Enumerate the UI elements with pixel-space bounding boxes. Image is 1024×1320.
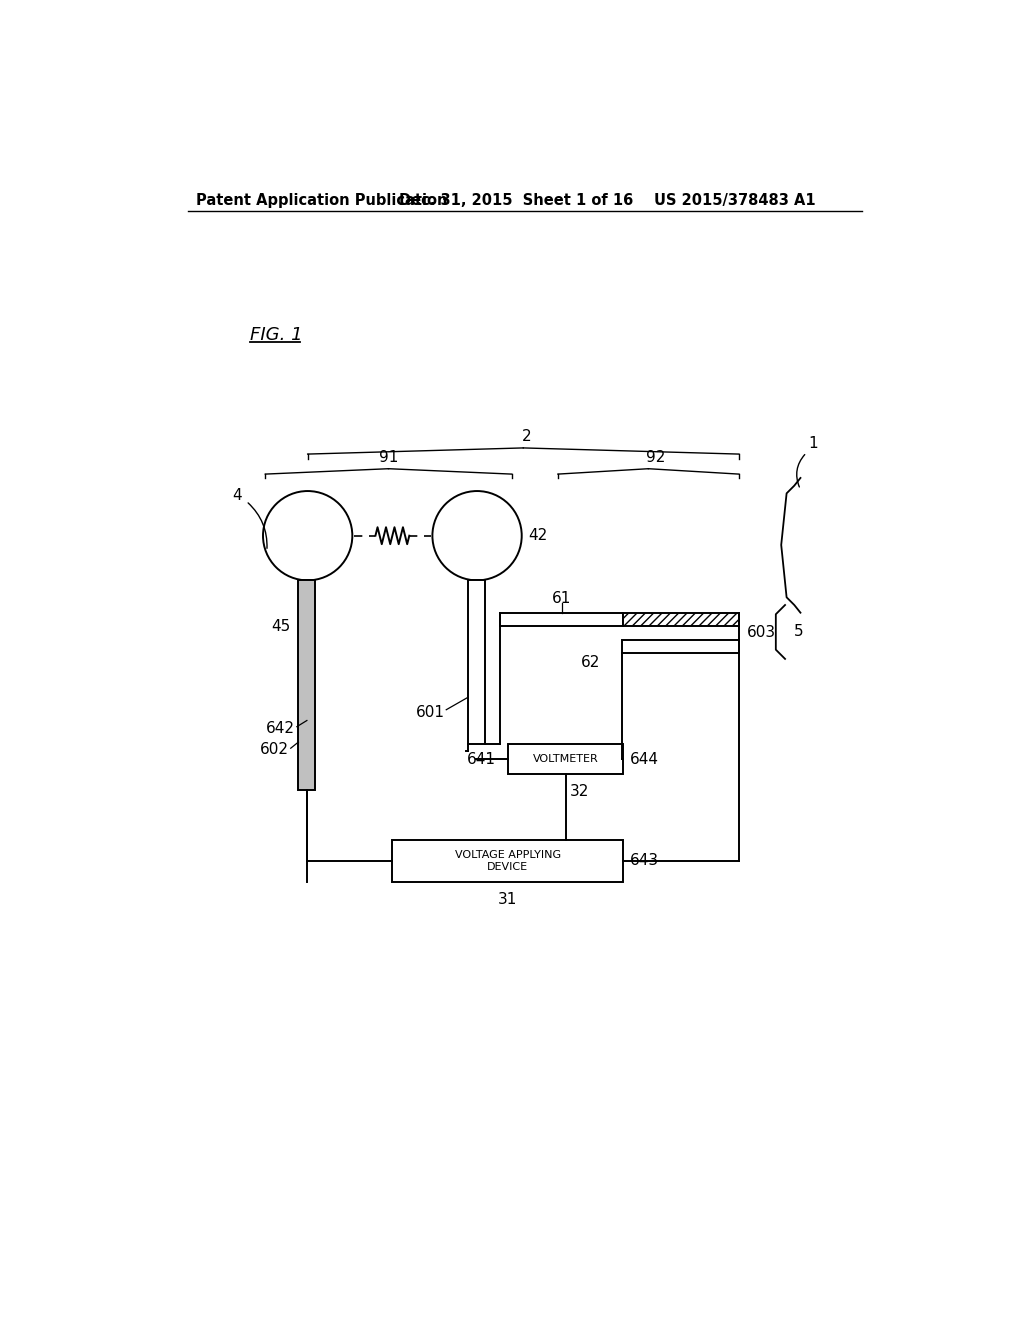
Text: 602: 602: [260, 742, 289, 758]
Bar: [622, 640, 739, 653]
Text: VOLTAGE APPLYING: VOLTAGE APPLYING: [455, 850, 561, 861]
Text: 642: 642: [266, 721, 295, 735]
Bar: [624, 612, 739, 626]
Bar: [298, 581, 315, 789]
Text: Patent Application Publication: Patent Application Publication: [196, 193, 447, 209]
Text: DEVICE: DEVICE: [487, 862, 528, 871]
Text: 601: 601: [416, 705, 444, 721]
Text: US 2015/378483 A1: US 2015/378483 A1: [654, 193, 816, 209]
Bar: [468, 581, 484, 743]
Text: 45: 45: [271, 619, 291, 634]
Text: 61: 61: [552, 591, 571, 606]
Text: 32: 32: [569, 784, 589, 799]
Text: 4: 4: [232, 488, 243, 503]
Circle shape: [432, 491, 521, 581]
Bar: [392, 840, 624, 882]
Circle shape: [263, 491, 352, 581]
Text: 31: 31: [498, 891, 517, 907]
Text: 42: 42: [528, 528, 547, 544]
Text: 603: 603: [746, 626, 776, 640]
Text: 644: 644: [630, 751, 658, 767]
Bar: [508, 743, 624, 775]
Text: 92: 92: [646, 450, 666, 466]
Text: 2: 2: [522, 429, 531, 444]
Text: 91: 91: [379, 450, 398, 466]
Bar: [500, 612, 624, 626]
Text: 643: 643: [630, 853, 658, 869]
Text: 5: 5: [795, 624, 804, 639]
Text: 62: 62: [581, 655, 600, 671]
Text: 1: 1: [808, 436, 818, 451]
Text: VOLTMETER: VOLTMETER: [532, 754, 598, 764]
Text: 641: 641: [467, 751, 497, 767]
Text: Dec. 31, 2015  Sheet 1 of 16: Dec. 31, 2015 Sheet 1 of 16: [398, 193, 633, 209]
Text: FIG. 1: FIG. 1: [250, 326, 302, 345]
